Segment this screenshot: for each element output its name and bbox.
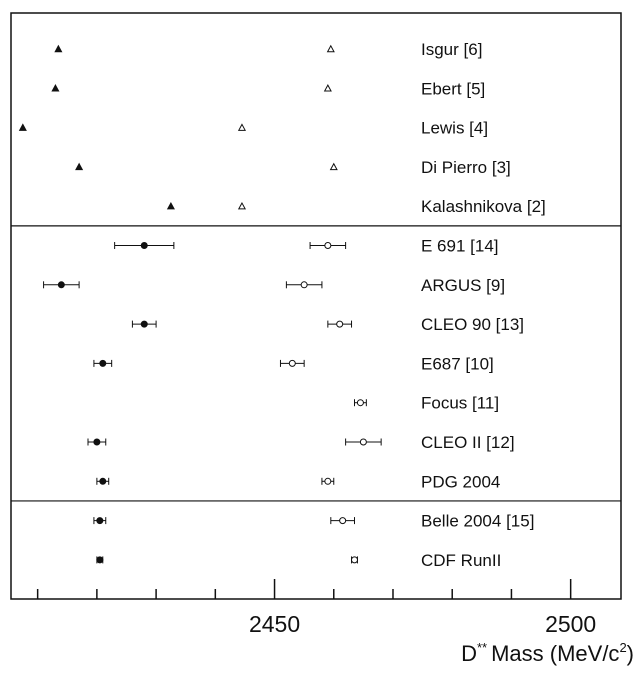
x-axis-title-main: Mass (MeV/c	[491, 641, 619, 666]
triangle-filled-marker	[166, 201, 175, 210]
triangle-open-marker	[329, 162, 338, 171]
x-tick-label: 2500	[545, 611, 596, 637]
row-label: Di Pierro [3]	[421, 158, 511, 177]
data-row: E687 [10]	[93, 354, 494, 373]
triangle-filled-marker	[75, 162, 84, 171]
row-label: Focus [11]	[421, 394, 499, 413]
row-label: PDG 2004	[421, 472, 500, 491]
data-row: PDG 2004	[96, 472, 500, 491]
row-label: Isgur [6]	[421, 40, 482, 59]
row-label: E 691 [14]	[421, 237, 499, 256]
circle-open-marker	[339, 517, 347, 525]
data-row: Ebert [5]	[51, 79, 485, 98]
data-row: Belle 2004 [15]	[93, 512, 534, 531]
row-label: Ebert [5]	[421, 79, 485, 98]
data-row: CDF RunII	[96, 551, 501, 570]
triangle-filled-marker	[51, 84, 60, 92]
data-row: Kalashnikova [2]	[166, 197, 546, 216]
row-label: Kalashnikova [2]	[421, 197, 546, 216]
triangle-open-marker	[326, 44, 335, 53]
data-row: Di Pierro [3]	[75, 158, 511, 177]
row-label: Lewis [4]	[421, 119, 488, 138]
data-row: Isgur [6]	[54, 40, 482, 59]
circle-filled-marker	[140, 242, 148, 249]
triangle-open-marker	[323, 84, 332, 92]
plot-frame	[10, 12, 622, 600]
section-dividers	[11, 225, 621, 502]
circle-open-marker	[359, 438, 367, 446]
data-row: E 691 [14]	[114, 237, 499, 256]
data-row: Lewis [4]	[18, 119, 488, 138]
circle-filled-marker	[93, 438, 101, 446]
data-row: ARGUS [9]	[43, 276, 505, 295]
circle-open-marker	[324, 477, 332, 485]
x-tick-label: 2450	[249, 611, 300, 637]
circle-open-marker	[300, 281, 308, 289]
triangle-open-marker	[237, 201, 247, 210]
data-row: Focus [11]	[353, 394, 499, 413]
data-row: CLEO 90 [13]	[131, 315, 524, 334]
circle-open-marker	[350, 556, 358, 564]
triangle-filled-marker	[18, 123, 27, 131]
circle-filled-marker	[99, 359, 107, 367]
circle-filled-marker	[57, 281, 65, 289]
triangle-open-marker	[237, 123, 247, 131]
circle-filled-marker	[96, 517, 104, 525]
row-label: Belle 2004 [15]	[421, 512, 534, 531]
x-axis-title-prefix: D	[461, 641, 477, 666]
data-row: CLEO II [12]	[87, 433, 515, 452]
x-axis-tick-labels: 2450 2500	[249, 611, 596, 637]
x-axis-title-unit-superscript: 2	[619, 640, 626, 655]
x-axis-title-superscript: **	[477, 640, 487, 655]
circle-filled-marker	[99, 477, 107, 485]
row-label: ARGUS [9]	[421, 276, 505, 295]
circle-open-marker	[356, 399, 364, 407]
row-label: CDF RunII	[421, 551, 501, 570]
circle-open-marker	[324, 242, 332, 249]
data-rows: Isgur [6] Ebert [5] Lewis [4] Di Pierro [3]…	[18, 40, 546, 570]
row-label: E687 [10]	[421, 354, 494, 373]
circle-open-marker	[336, 320, 344, 328]
triangle-filled-marker	[54, 44, 63, 53]
row-label: CLEO II [12]	[421, 433, 515, 452]
circle-filled-marker	[96, 556, 104, 564]
circle-open-marker	[288, 359, 296, 367]
x-axis-title: D** Mass (MeV/c2)	[461, 640, 634, 666]
row-label: CLEO 90 [13]	[421, 315, 524, 334]
x-axis-title-suffix: )	[627, 641, 634, 666]
circle-filled-marker	[140, 320, 148, 328]
x-axis-ticks	[36, 579, 572, 599]
